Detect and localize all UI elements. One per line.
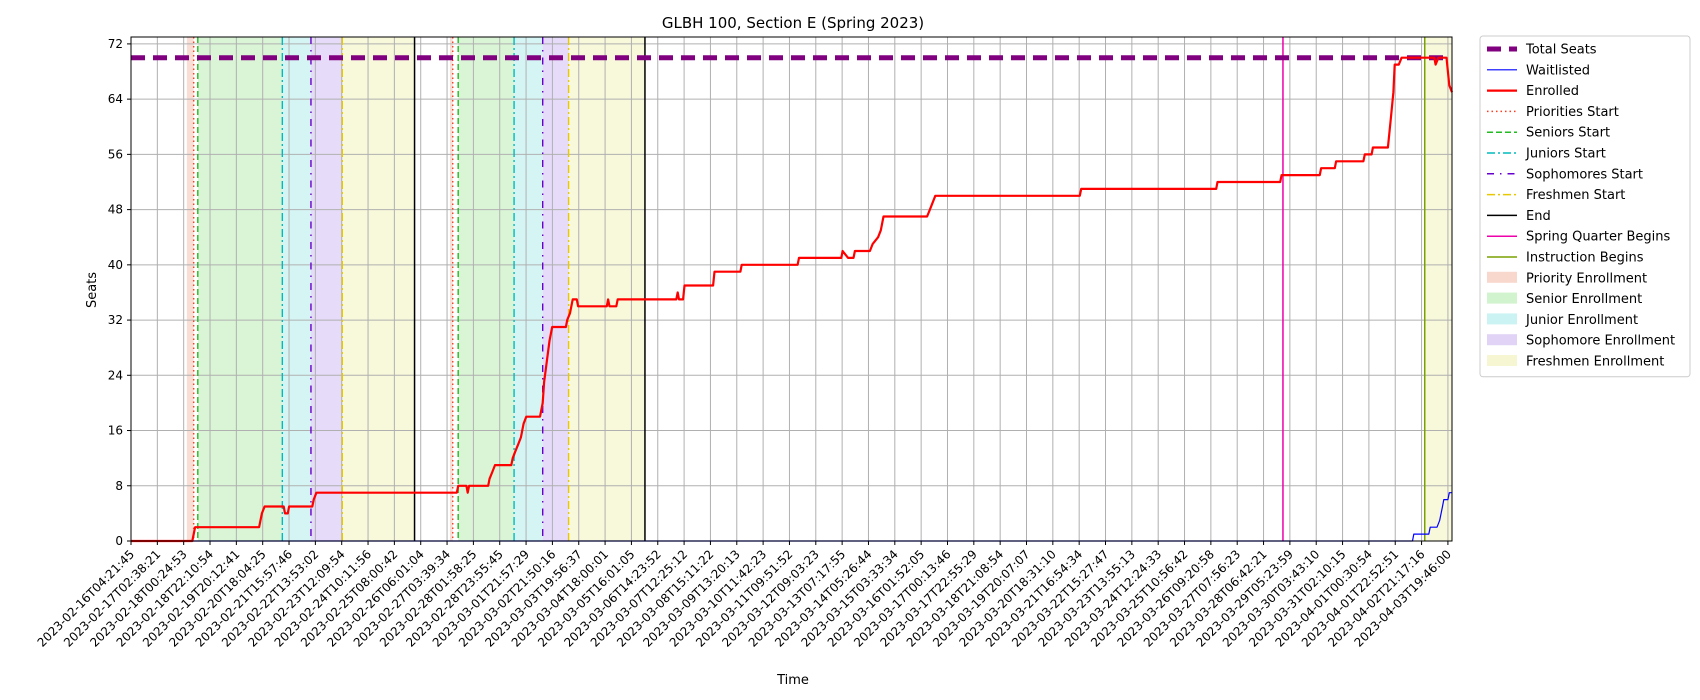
y-tick-label: 64 bbox=[108, 92, 123, 106]
legend-label: Junior Enrollment bbox=[1525, 313, 1638, 328]
legend-label: Priorities Start bbox=[1526, 105, 1619, 120]
legend-label: Spring Quarter Begins bbox=[1526, 230, 1670, 245]
y-tick-label: 56 bbox=[108, 147, 123, 161]
plot-frame bbox=[130, 36, 1453, 542]
legend-label: Seniors Start bbox=[1526, 126, 1610, 141]
y-axis-label: Seats bbox=[85, 272, 100, 308]
legend-swatch bbox=[1487, 271, 1517, 283]
y-axis-ticks: 0 8 16 24 32 40 48 56 64 72 bbox=[108, 37, 131, 548]
x-axis-ticks: 2023-02-16T04:21:452023-02-17T02:38:2120… bbox=[35, 541, 1454, 650]
y-tick-label: 32 bbox=[108, 313, 123, 327]
span-senior-enrollment bbox=[458, 37, 515, 541]
legend-label: Senior Enrollment bbox=[1526, 292, 1642, 307]
span-priority-enrollment bbox=[450, 37, 453, 541]
legend-swatch bbox=[1487, 292, 1517, 304]
span-freshmen-enrollment bbox=[342, 37, 415, 541]
legend-label: Juniors Start bbox=[1525, 147, 1606, 162]
legend-item-seniors-start: Seniors Start bbox=[1487, 126, 1610, 141]
legend-item-senior-enrollment: Senior Enrollment bbox=[1487, 292, 1642, 307]
y-tick-label: 0 bbox=[115, 534, 123, 548]
legend-label: Priority Enrollment bbox=[1526, 271, 1647, 286]
legend-label: Enrolled bbox=[1526, 84, 1579, 99]
legend-item-enrolled: Enrolled bbox=[1487, 84, 1579, 99]
legend-item-end: End bbox=[1487, 209, 1551, 224]
enrollment-spans bbox=[186, 37, 1452, 541]
legend-label: Instruction Begins bbox=[1526, 251, 1644, 266]
series-enrolled bbox=[131, 56, 1454, 543]
legend-item-waitlisted: Waitlisted bbox=[1487, 63, 1590, 78]
legend-label: Sophomores Start bbox=[1526, 167, 1643, 182]
legend-item-sophomore-enrollment: Sophomore Enrollment bbox=[1487, 334, 1675, 349]
y-tick-label: 8 bbox=[115, 479, 123, 493]
legend-label: Waitlisted bbox=[1526, 63, 1590, 78]
span-junior-enrollment bbox=[282, 37, 311, 541]
span-sophomore-enrollment bbox=[542, 37, 569, 541]
span-sophomore-enrollment bbox=[310, 37, 343, 541]
legend-item-junior-enrollment: Junior Enrollment bbox=[1487, 313, 1638, 328]
span-priority-enrollment bbox=[186, 37, 194, 541]
legend-item-spring-quarter-begins: Spring Quarter Begins bbox=[1487, 230, 1670, 245]
y-tick-label: 24 bbox=[108, 368, 123, 382]
legend-item-freshmen-start: Freshmen Start bbox=[1487, 188, 1625, 203]
span-junior-enrollment bbox=[514, 37, 543, 541]
legend-item-priorities-start: Priorities Start bbox=[1487, 105, 1619, 120]
legend-item-sophomores-start: Sophomores Start bbox=[1487, 167, 1643, 182]
legend-label: Total Seats bbox=[1525, 43, 1597, 58]
legend-item-instruction-begins: Instruction Begins bbox=[1487, 251, 1644, 266]
legend-item-juniors-start: Juniors Start bbox=[1487, 147, 1606, 162]
phase-markers bbox=[193, 37, 1426, 541]
span-senior-enrollment bbox=[197, 37, 283, 541]
y-tick-label: 16 bbox=[108, 424, 123, 438]
data-series bbox=[131, 55, 1454, 543]
legend-item-priority-enrollment: Priority Enrollment bbox=[1487, 271, 1647, 286]
legend-frame bbox=[1479, 35, 1691, 378]
x-axis-label: Time bbox=[776, 673, 809, 688]
legend-item-total-seats: Total Seats bbox=[1487, 43, 1597, 58]
legend-label: End bbox=[1526, 209, 1551, 224]
legend-label: Freshmen Start bbox=[1526, 188, 1625, 203]
y-tick-label: 40 bbox=[108, 258, 123, 272]
legend-swatch bbox=[1487, 313, 1517, 325]
y-tick-label: 72 bbox=[108, 37, 123, 51]
y-tick-label: 48 bbox=[108, 203, 123, 217]
series-waitlisted bbox=[131, 492, 1452, 542]
legend: Total Seats Waitlisted Enrolled Priorities … bbox=[1479, 35, 1691, 378]
chart-title: GLBH 100, Section E (Spring 2023) bbox=[662, 14, 924, 32]
legend-label: Sophomore Enrollment bbox=[1526, 334, 1675, 349]
span-freshmen-enrollment bbox=[568, 37, 645, 541]
legend-swatch bbox=[1487, 334, 1517, 346]
legend-label: Freshmen Enrollment bbox=[1526, 355, 1664, 370]
legend-item-freshmen-enrollment: Freshmen Enrollment bbox=[1487, 355, 1664, 370]
legend-swatch bbox=[1487, 355, 1517, 366]
